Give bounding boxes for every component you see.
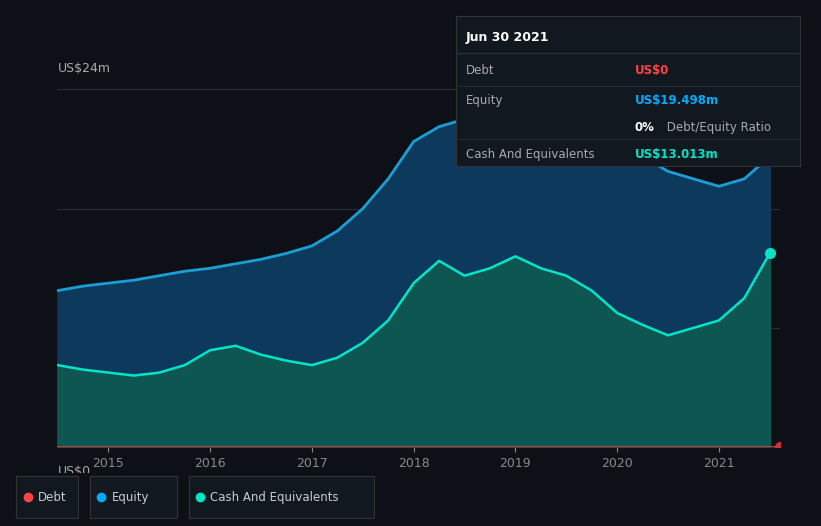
Text: Debt: Debt [466,64,494,77]
Text: Equity: Equity [466,94,503,107]
Text: US$0: US$0 [635,64,669,77]
Text: US$24m: US$24m [57,62,111,75]
Text: Equity: Equity [112,491,149,503]
Text: US$13.013m: US$13.013m [635,148,718,161]
Text: Debt: Debt [38,491,67,503]
FancyBboxPatch shape [90,476,177,519]
Text: Cash And Equivalents: Cash And Equivalents [466,148,594,161]
Text: Cash And Equivalents: Cash And Equivalents [210,491,339,503]
FancyBboxPatch shape [189,476,374,519]
Text: US$0: US$0 [57,465,90,478]
Text: US$19.498m: US$19.498m [635,94,719,107]
Text: Debt/Equity Ratio: Debt/Equity Ratio [663,120,771,134]
Text: Jun 30 2021: Jun 30 2021 [466,31,549,44]
Text: 0%: 0% [635,120,655,134]
FancyBboxPatch shape [16,476,78,519]
